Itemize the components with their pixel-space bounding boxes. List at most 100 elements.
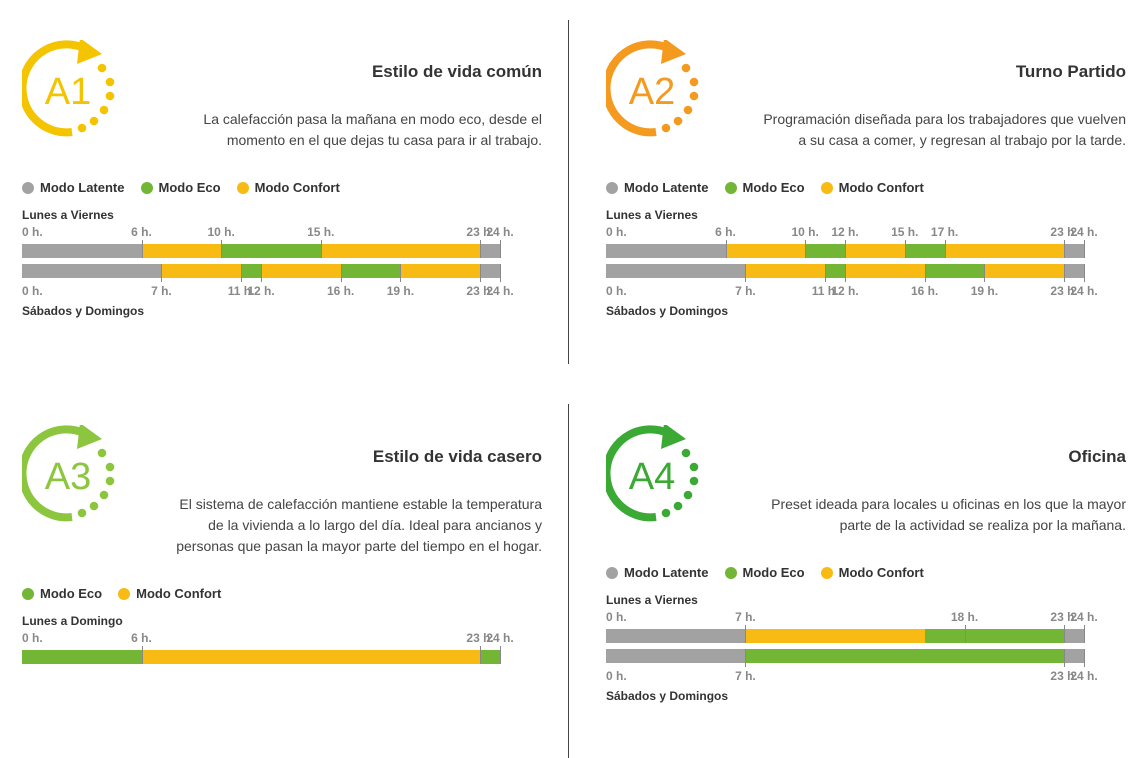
- badge-arrow-icon: A3: [22, 425, 115, 522]
- tick-mark: [944, 240, 946, 258]
- tick-label: 12 h.: [831, 225, 859, 239]
- preset-panel-a1: A1 Estilo de vida común La calefacción pas…: [22, 40, 542, 340]
- segment-eco: [924, 629, 1065, 643]
- segment-eco: [340, 264, 401, 278]
- segment-latente: [1064, 649, 1084, 663]
- legend-dot: [606, 566, 618, 579]
- tick-mark: [1064, 649, 1066, 667]
- description-line: a su casa a comer, y regresan al trabajo…: [798, 132, 1126, 148]
- segment-confort: [141, 244, 222, 258]
- divider-bottom: [568, 404, 569, 758]
- schedule-label: Sábados y Domingos: [606, 304, 729, 318]
- tick-label: 23 h.: [466, 631, 494, 645]
- legend-dot: [140, 181, 153, 194]
- tick-label: 6 h.: [715, 225, 736, 239]
- segment-confort: [845, 244, 905, 258]
- legend-dot: [118, 587, 131, 600]
- segment-latente: [22, 264, 162, 278]
- legend-label: Modo Eco: [742, 180, 805, 195]
- tick-label: 24 h.: [1070, 225, 1098, 239]
- badge-arrow-icon: A1: [22, 40, 115, 137]
- schedule-bar-weekdays: [22, 244, 500, 258]
- segment-confort: [725, 244, 806, 258]
- description-line: La calefacción pasa la mañana en modo ec…: [203, 111, 542, 127]
- tick-label: 0 h.: [606, 225, 627, 239]
- tick-mark: [400, 264, 402, 282]
- tick-label: 19 h.: [386, 284, 415, 298]
- tick-label: 18 h.: [950, 610, 979, 624]
- badge-label: A3: [45, 456, 91, 498]
- segment-eco: [745, 649, 1065, 663]
- tick-label: 24 h.: [486, 631, 514, 645]
- tick-label: 12 h.: [831, 284, 859, 298]
- segment-confort: [141, 650, 481, 664]
- segment-confort: [320, 244, 481, 258]
- tick-mark: [480, 240, 482, 258]
- legend-dot: [820, 181, 833, 194]
- legend-item: Modo Eco: [22, 586, 102, 601]
- tick-label: 11 h.: [811, 284, 839, 298]
- tick-label: 23 h.: [466, 225, 494, 239]
- tick-label: 0 h.: [606, 284, 627, 298]
- legend-label: Modo Eco: [40, 586, 103, 601]
- tick-label: 7 h.: [735, 669, 756, 683]
- segment-eco: [480, 650, 500, 664]
- tick-mark: [340, 264, 342, 282]
- preset-badge-a4: A4: [606, 425, 706, 525]
- legend-item: Modo Eco: [724, 180, 805, 195]
- tick-label: 19 h.: [970, 284, 999, 298]
- tick-mark: [500, 646, 501, 664]
- preset-badge-a2: A2: [606, 40, 706, 140]
- mode-legend: Modo Latente Modo Eco Modo Confort: [606, 565, 940, 580]
- preset-description: Programación diseñada para los trabajado…: [706, 109, 1126, 151]
- preset-badge-a1: A1: [22, 40, 122, 140]
- description-line: parte de la actividad se realiza por la …: [839, 517, 1126, 533]
- tick-label: 0 h.: [606, 610, 627, 624]
- mode-legend: Modo Latente Modo Eco Modo Confort: [606, 180, 940, 195]
- badge-label: A2: [629, 71, 675, 113]
- schedule-chart: Lunes a Viernes 0 h. 6 h. 10 h. 15 h. 23 h. 24…: [22, 208, 542, 338]
- legend-label: Modo Latente: [624, 180, 709, 195]
- tick-label: 0 h.: [22, 225, 43, 239]
- tick-label: 24 h.: [486, 284, 514, 298]
- preset-panel-a2: A2 Turno Partido Programación diseñada par…: [606, 40, 1126, 340]
- preset-badge-a3: A3: [22, 425, 122, 525]
- tick-label: 6 h.: [131, 225, 152, 239]
- schedule-label: Sábados y Domingos: [606, 689, 729, 703]
- segment-confort: [745, 264, 826, 278]
- tick-mark: [745, 264, 747, 282]
- segment-latente: [480, 244, 500, 258]
- tick-mark: [320, 240, 322, 258]
- preset-description: La calefacción pasa la mañana en modo ec…: [122, 109, 542, 151]
- tick-label: 17 h.: [930, 225, 959, 239]
- tick-mark: [141, 646, 143, 664]
- segment-eco: [924, 264, 985, 278]
- tick-label: 23 h.: [1050, 284, 1078, 298]
- segment-latente: [606, 244, 726, 258]
- tick-label: 16 h.: [910, 284, 939, 298]
- segment-latente: [1064, 629, 1084, 643]
- legend-item: Modo Latente: [606, 565, 709, 580]
- segment-confort: [944, 244, 1065, 258]
- segment-eco: [221, 244, 321, 258]
- legend-item: Modo Latente: [22, 180, 125, 195]
- legend-item: Modo Confort: [820, 180, 924, 195]
- schedule-label: Lunes a Viernes: [606, 208, 698, 222]
- tick-label: 0 h.: [22, 284, 43, 298]
- legend-item: Modo Confort: [236, 180, 340, 195]
- badge-label: A4: [629, 456, 675, 498]
- segment-eco: [241, 264, 261, 278]
- description-line: Programación diseñada para los trabajado…: [763, 111, 1126, 127]
- tick-label: 15 h.: [891, 225, 919, 239]
- tick-mark: [904, 240, 906, 258]
- tick-label: 7 h.: [735, 610, 756, 624]
- schedule-bar-weekdays: [606, 629, 1084, 643]
- segment-confort: [745, 629, 925, 643]
- segment-confort: [400, 264, 481, 278]
- tick-mark: [1084, 240, 1085, 258]
- segment-confort: [261, 264, 341, 278]
- tick-mark: [745, 625, 747, 643]
- mode-legend: Modo Latente Modo Eco Modo Confort: [22, 180, 356, 195]
- legend-label: Modo Eco: [158, 180, 221, 195]
- tick-mark: [141, 240, 143, 258]
